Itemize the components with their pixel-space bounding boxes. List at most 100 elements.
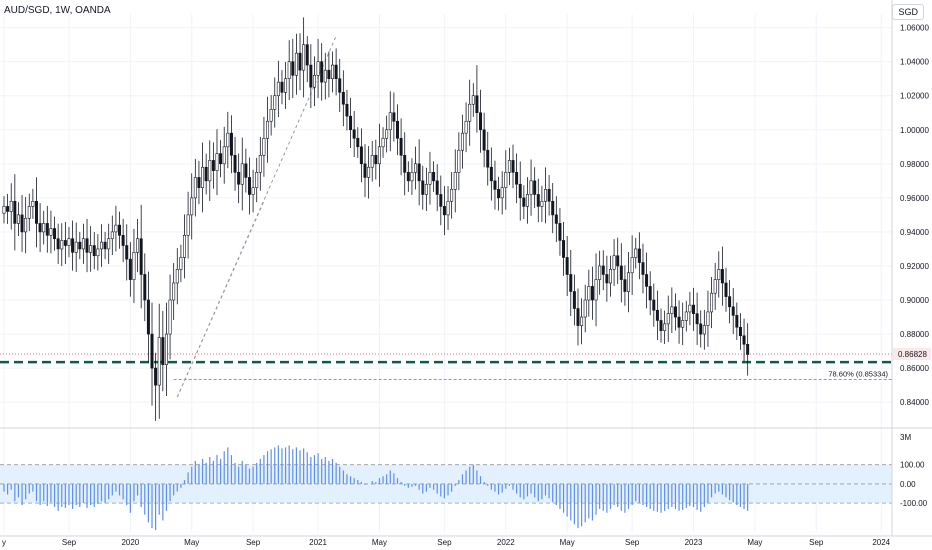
candle-down[interactable] [298,52,302,71]
candle-up[interactable] [525,194,529,207]
candle-up[interactable] [702,325,706,335]
candle-up[interactable] [266,120,270,139]
candle-up[interactable] [284,78,288,93]
candle-down[interactable] [645,274,649,287]
candle-up[interactable] [9,200,13,212]
candle-down[interactable] [374,155,378,165]
candle-up[interactable] [96,248,100,257]
candle-up[interactable] [504,172,508,188]
candle-up[interactable] [136,238,140,253]
candle-down[interactable] [677,316,681,328]
candle-up[interactable] [457,149,461,173]
candle-down[interactable] [399,137,403,156]
candle-down[interactable] [515,172,519,185]
candle-up[interactable] [287,61,291,79]
candle-down[interactable] [637,248,641,263]
candle-down[interactable] [562,240,566,258]
candle-down[interactable] [735,315,739,328]
candle-down[interactable] [92,245,96,257]
candle-down[interactable] [605,274,609,284]
candle-up[interactable] [164,333,168,366]
candle-up[interactable] [587,286,591,301]
candle-down[interactable] [486,149,490,168]
candle-down[interactable] [601,265,605,275]
candle-up[interactable] [132,252,136,280]
candle-up[interactable] [529,180,533,195]
candle-up[interactable] [60,240,64,250]
candle-up[interactable] [262,137,266,156]
candle-down[interactable] [6,206,10,212]
candle-up[interactable] [612,255,616,270]
candle-up[interactable] [377,146,381,165]
candle-up[interactable] [190,197,194,216]
currency-button[interactable]: SGD [892,4,924,20]
candle-up[interactable] [222,146,226,165]
candle-down[interactable] [619,265,623,280]
candle-down[interactable] [518,183,522,199]
candle-down[interactable] [56,238,60,250]
candle-down[interactable] [139,238,143,275]
candle-down[interactable] [38,223,42,233]
candle-down[interactable] [219,153,223,165]
candle-down[interactable] [623,279,627,292]
candle-down[interactable] [327,69,331,79]
candle-down[interactable] [247,177,251,195]
candle-up[interactable] [717,269,721,280]
candle-down[interactable] [442,206,446,216]
candle-up[interactable] [316,61,320,76]
candle-down[interactable] [356,137,360,148]
candle-up[interactable] [583,299,587,318]
candle-up[interactable] [370,155,374,168]
candle-down[interactable] [511,160,515,173]
candle-up[interactable] [670,306,674,314]
candle-up[interactable] [446,200,450,216]
candle-down[interactable] [341,92,345,105]
candle-down[interactable] [569,274,573,292]
candle-down[interactable] [421,180,425,195]
candle-up[interactable] [428,172,432,185]
candle-up[interactable] [74,241,78,253]
candle-up[interactable] [258,155,262,173]
candle-up[interactable] [410,172,414,182]
candle-up[interactable] [107,238,111,250]
candle-up[interactable] [31,200,35,207]
candle-down[interactable] [572,291,576,309]
candle-down[interactable] [395,120,399,139]
candle-up[interactable] [114,224,118,233]
candle-down[interactable] [103,241,107,250]
candle-up[interactable] [255,172,259,188]
candle-down[interactable] [576,308,580,326]
candle-up[interactable] [468,103,472,122]
candle-up[interactable] [500,187,504,199]
candle-up[interactable] [215,153,219,171]
candle-down[interactable] [305,44,309,66]
candle-down[interactable] [211,160,215,171]
candlestick-series[interactable] [2,17,750,421]
candle-up[interactable] [302,44,306,71]
candle-up[interactable] [688,304,692,313]
candle-up[interactable] [706,311,710,326]
candle-down[interactable] [432,172,436,182]
candle-down[interactable] [590,286,594,301]
candle-down[interactable] [489,166,493,182]
candle-down[interactable] [118,224,122,236]
candle-down[interactable] [724,282,728,297]
candle-down[interactable] [291,61,295,76]
candle-down[interactable] [85,238,89,253]
candle-up[interactable] [99,241,103,250]
candle-up[interactable] [240,163,244,185]
candle-up[interactable] [594,279,598,301]
candle-up[interactable] [172,282,176,301]
candle-up[interactable] [276,81,280,97]
candle-up[interactable] [684,311,688,321]
candle-up[interactable] [168,299,172,335]
candle-up[interactable] [507,160,511,173]
candle-down[interactable] [34,200,38,224]
candle-up[interactable] [627,272,631,292]
cci-indicator-pane[interactable] [0,445,892,531]
candle-down[interactable] [53,228,57,240]
candle-down[interactable] [78,241,82,250]
candle-down[interactable] [435,180,439,195]
candle-down[interactable] [334,64,338,79]
candle-down[interactable] [150,333,154,369]
